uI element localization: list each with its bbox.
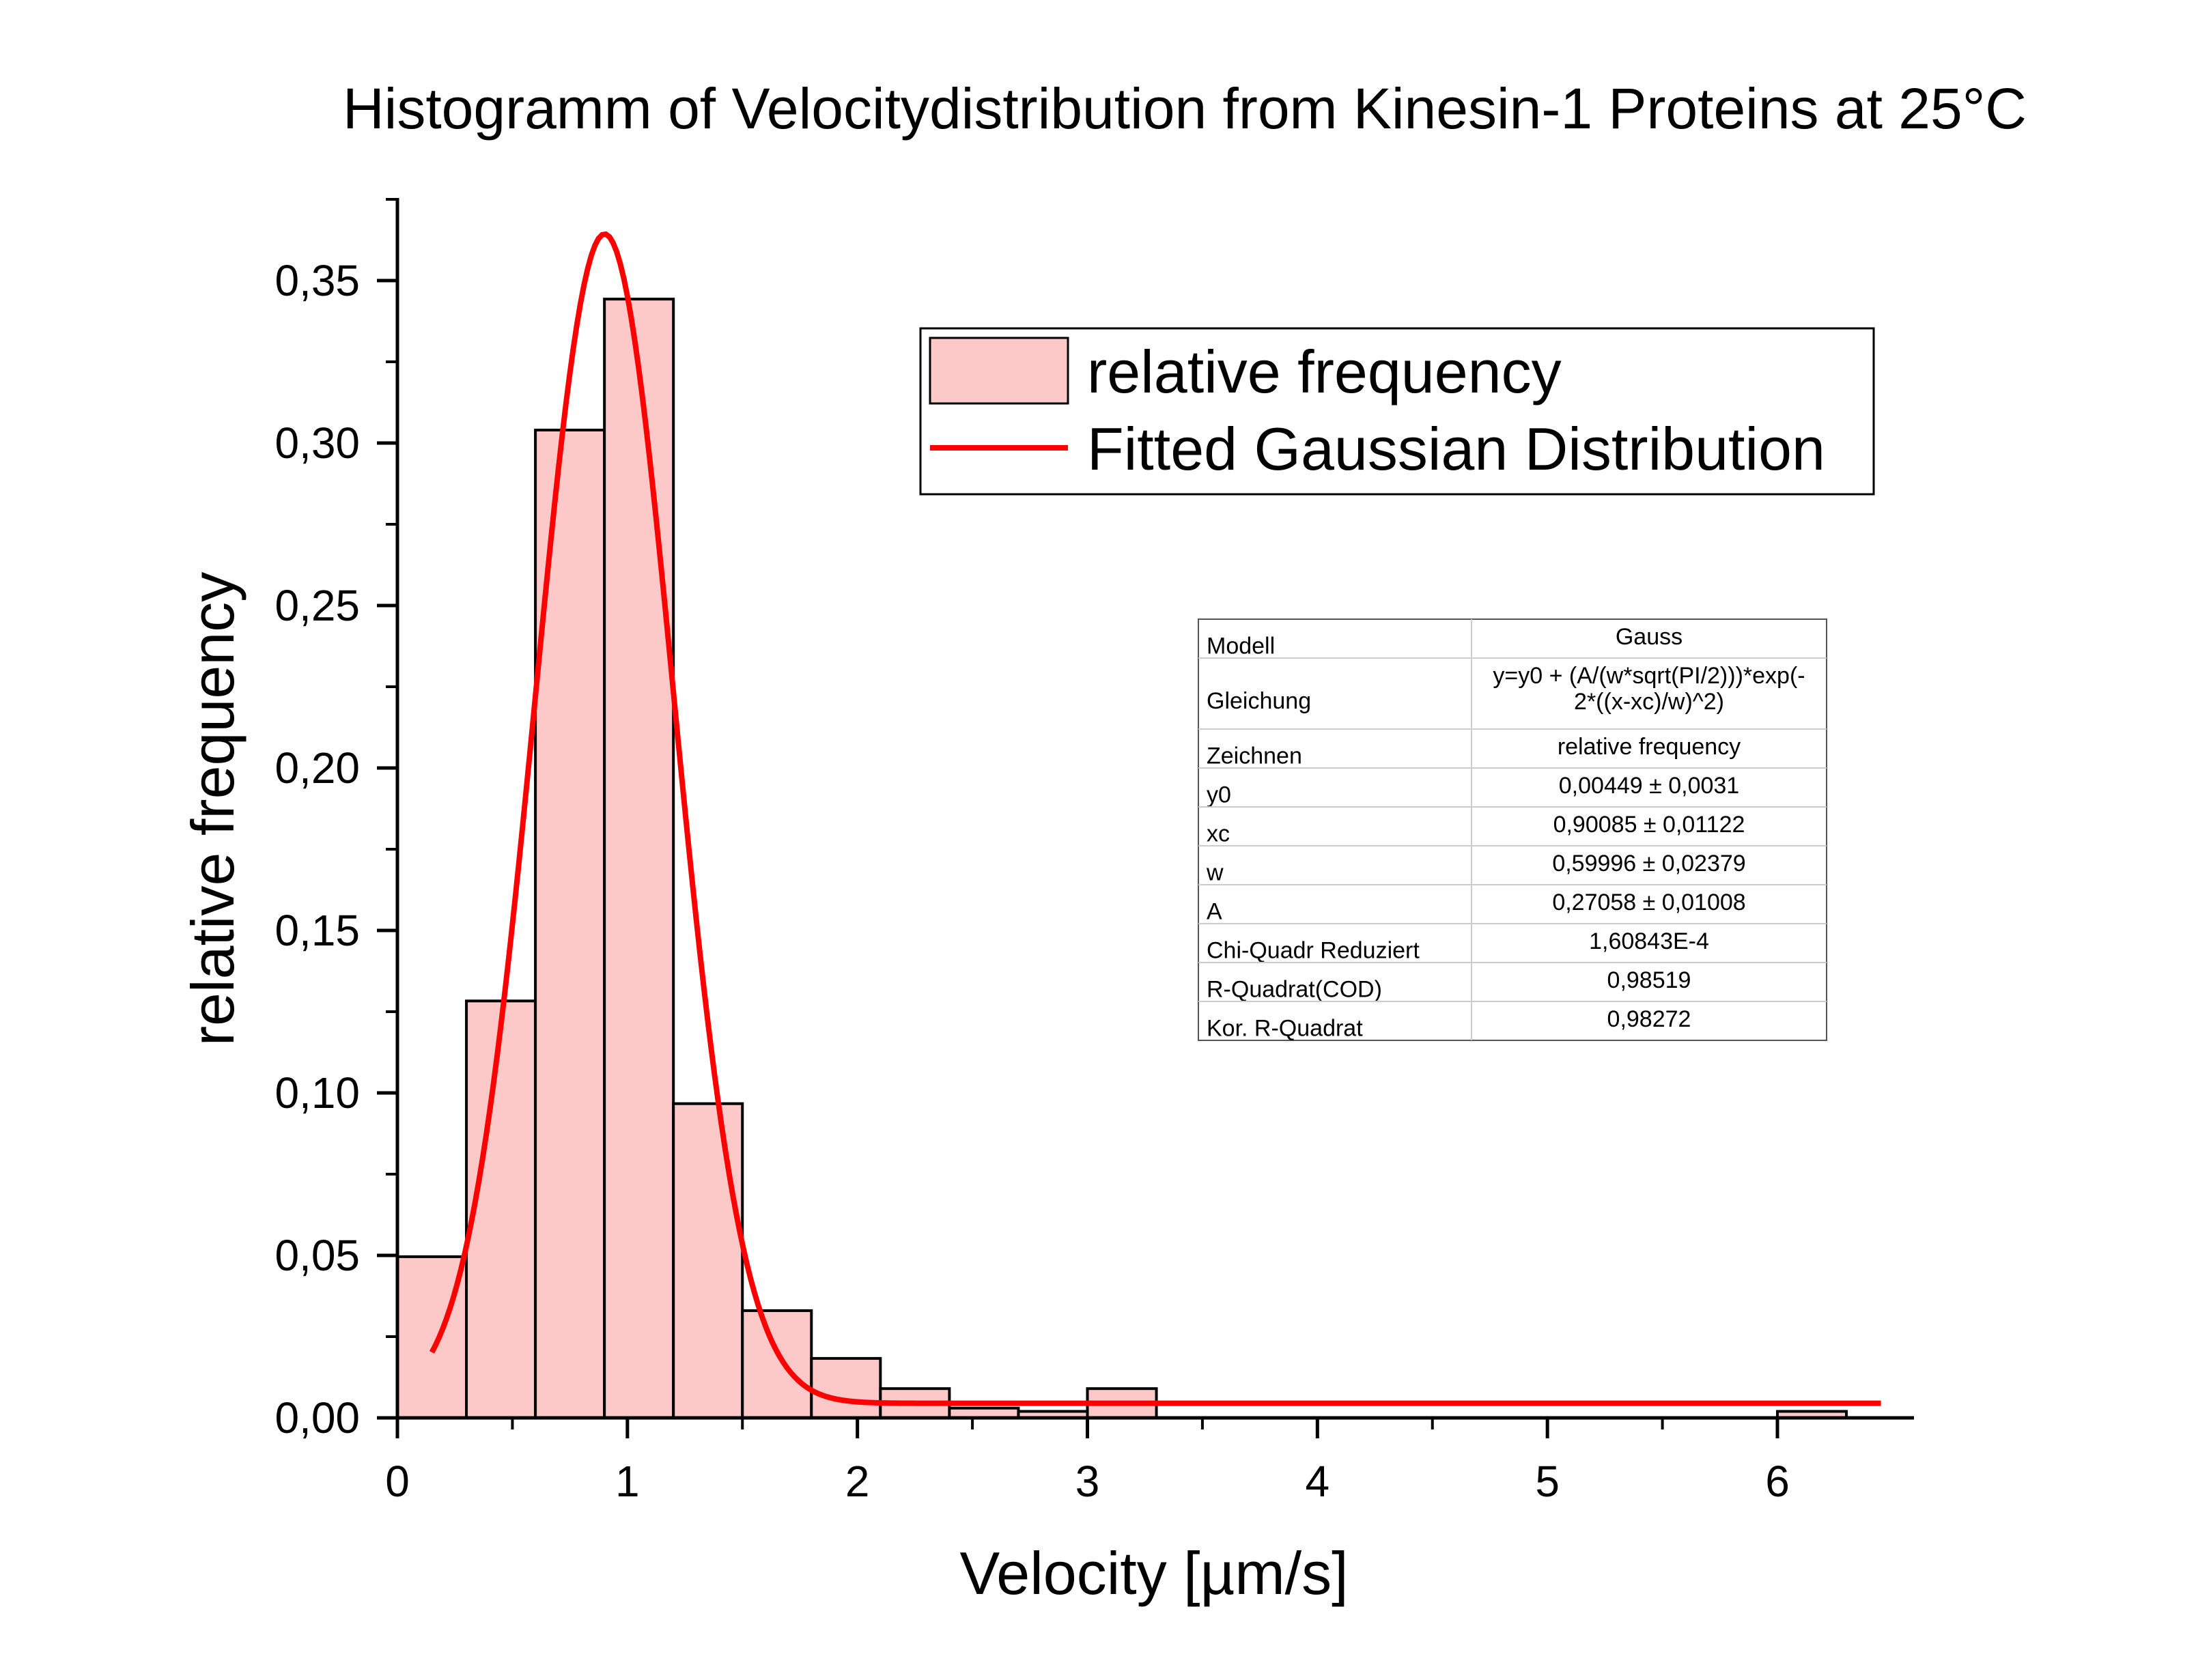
fit-table-value: 2*((x-xc)/w)^2) [1574, 689, 1724, 715]
fit-table-value: 0,00449 ± 0,0031 [1559, 773, 1739, 799]
y-tick-label: 0,30 [274, 418, 360, 468]
x-tick-label: 3 [1075, 1457, 1100, 1506]
y-tick-label: 0,10 [274, 1068, 360, 1117]
fit-table-label: Modell [1207, 633, 1275, 659]
fit-table-value: 1,60843E-4 [1589, 928, 1709, 954]
fit-table-label: xc [1207, 821, 1230, 847]
y-tick-label: 0,20 [274, 743, 360, 793]
fit-table-value: 0,98272 [1607, 1006, 1691, 1032]
x-tick-label: 5 [1535, 1457, 1560, 1506]
gaussian-fit-curve [429, 231, 1881, 1406]
fit-table-value: y=y0 + (A/(w*sqrt(PI/2)))*exp(- [1493, 663, 1805, 689]
y-tick-label: 0,05 [274, 1231, 360, 1280]
gaussian-fit [429, 231, 1881, 1406]
legend-frame [919, 327, 1875, 496]
x-tick-label: 6 [1765, 1457, 1790, 1506]
histogram-bar [810, 1356, 882, 1419]
fit-table-value: 0,27058 ± 0,01008 [1552, 889, 1745, 915]
histogram-bars [396, 298, 1848, 1420]
fit-table-label: Chi-Quadr Reduziert [1207, 938, 1420, 964]
fit-table-label: Gleichung [1207, 688, 1311, 714]
y-axis-title: relative frequency [179, 572, 247, 1047]
x-tick-label: 2 [845, 1457, 870, 1506]
fit-table-value: Gauss [1616, 624, 1683, 650]
y-tick-label: 0,25 [274, 581, 360, 630]
fit-table-label: Kor. R-Quadrat [1207, 1016, 1363, 1042]
fit-table-label: R-Quadrat(COD) [1207, 977, 1382, 1003]
y-tick-label: 0,15 [274, 906, 360, 955]
histogram-bar [672, 1102, 744, 1419]
x-tick-label: 4 [1306, 1457, 1330, 1506]
fit-table-value: 0,98519 [1607, 967, 1691, 993]
legend-label-histogram: relative frequency [1087, 338, 1562, 405]
y-tick-label: 0,00 [274, 1393, 360, 1442]
fit-table-value: 0,59996 ± 0,02379 [1552, 851, 1745, 877]
fit-table-value: 0,90085 ± 0,01122 [1553, 812, 1745, 838]
fit-table-label: y0 [1207, 782, 1231, 808]
x-axis-title: Velocity [µm/s] [959, 1539, 1348, 1607]
fit-table-label: A [1207, 899, 1222, 925]
chart-title: Histogramm of Velocitydistribution from … [343, 76, 2027, 141]
legend-label-fit: Fitted Gaussian Distribution [1087, 415, 1825, 483]
histogram-bar [465, 999, 537, 1419]
x-tick-label: 1 [615, 1457, 640, 1506]
histogram-bar [741, 1309, 813, 1420]
fit-table-value: relative frequency [1558, 734, 1741, 760]
y-tick-label: 0,35 [274, 256, 360, 305]
fit-table-label: Zeichnen [1207, 743, 1302, 769]
x-tick-label: 0 [385, 1457, 410, 1506]
histogram-bar [603, 298, 675, 1420]
fit-table-label: w [1206, 860, 1224, 886]
axes: 0 1 2 3 4 5 6 0,00 0,05 0,10 0,15 0,20 0,25 0,30 0,35 [274, 198, 1914, 1506]
legend: relative frequency Fitted Gaussian Distr… [919, 327, 1875, 496]
fit-results-table: Modell Gauss Gleichung y=y0 + (A/(w*sqrt(PI… [1198, 618, 1827, 1042]
legend-swatch-histogram [929, 337, 1069, 405]
fit-table-frame [1198, 618, 1827, 1041]
